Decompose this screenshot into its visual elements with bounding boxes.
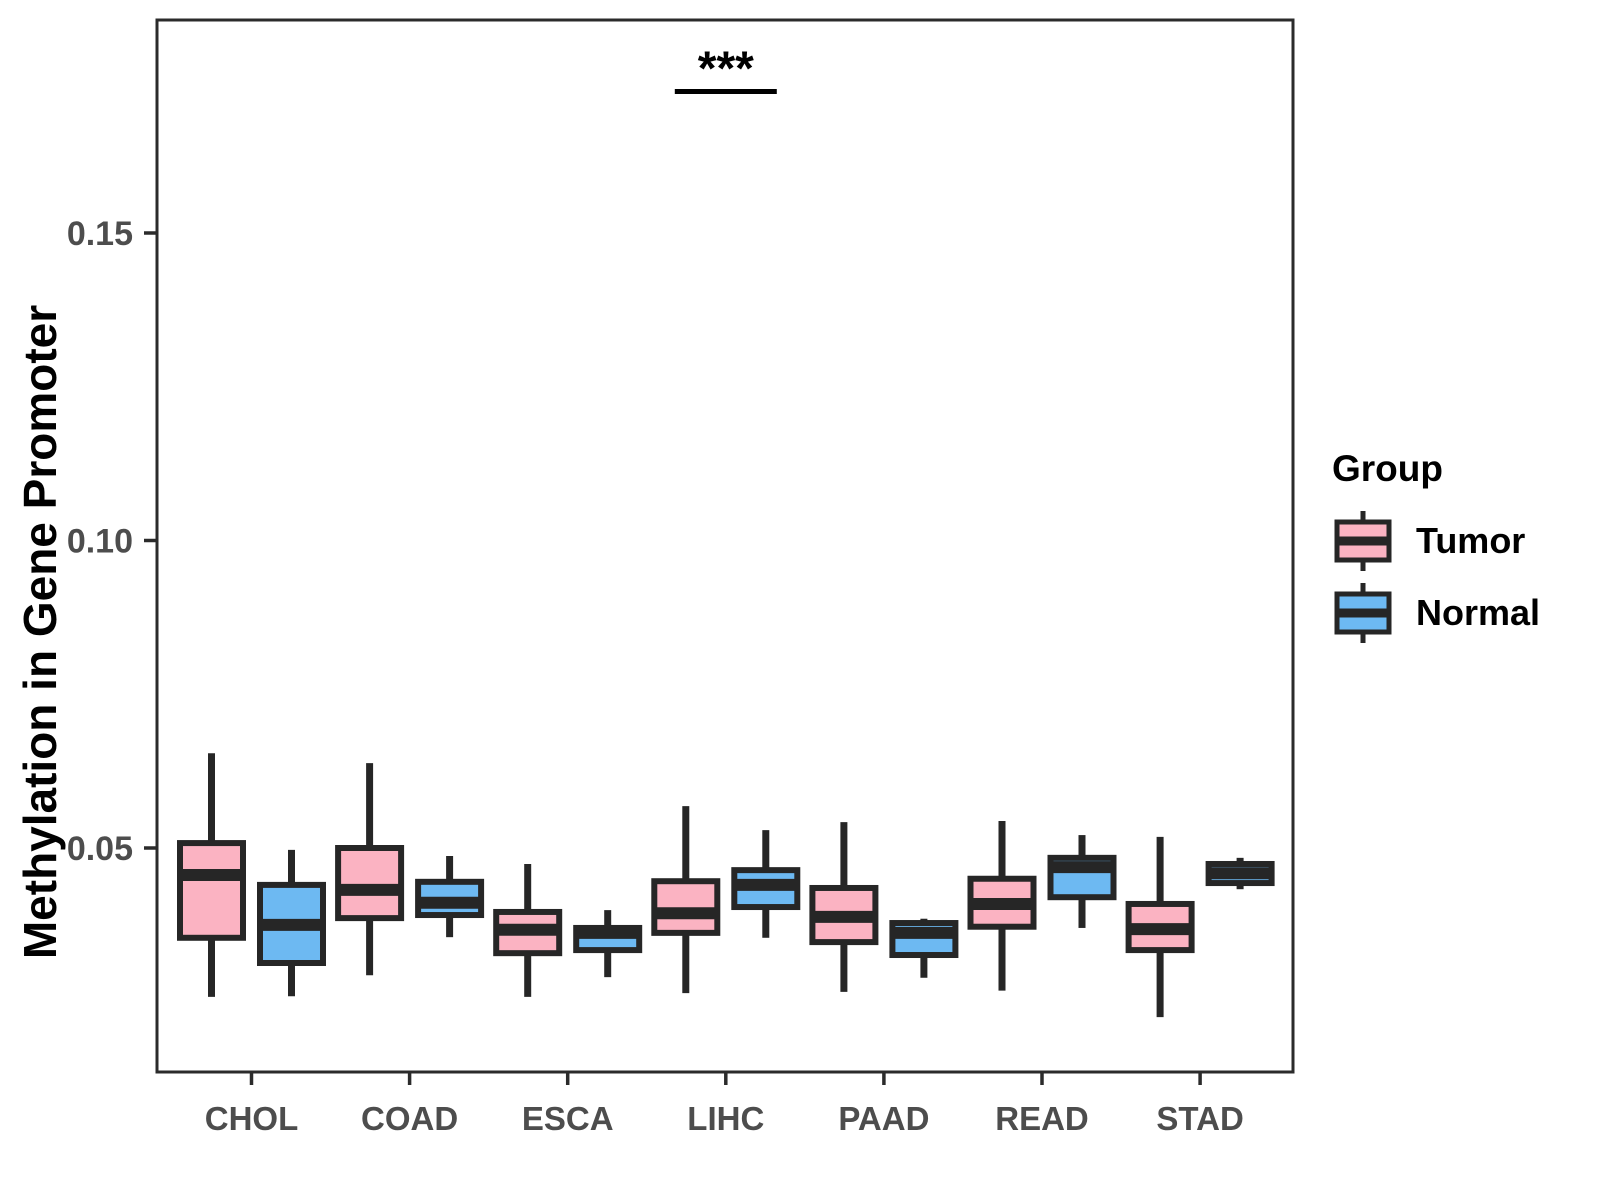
legend: Group Tumor Normal xyxy=(1332,448,1540,652)
y-axis-title: Methylation in Gene Promoter xyxy=(14,304,66,960)
box-LIHC-tumor xyxy=(651,878,721,936)
x-tick-label: PAAD xyxy=(838,1100,929,1137)
panel-border xyxy=(155,18,1295,1074)
x-tick-label: LIHC xyxy=(687,1100,764,1137)
box-CHOL-tumor xyxy=(177,840,246,941)
x-tick-label: CHOL xyxy=(205,1100,299,1137)
legend-entry-normal: Normal xyxy=(1332,580,1540,646)
significance-stars: *** xyxy=(698,43,754,96)
y-tick-label: 0.05 xyxy=(67,830,133,868)
x-tick-label: READ xyxy=(995,1100,1089,1137)
x-tick-label: STAD xyxy=(1156,1100,1243,1137)
normal-boxplot-key-icon xyxy=(1334,583,1392,643)
y-tick-label: 0.15 xyxy=(67,215,133,253)
legend-label-tumor: Tumor xyxy=(1416,520,1526,561)
legend-title: Group xyxy=(1332,448,1443,489)
legend-entry-tumor: Tumor xyxy=(1332,508,1540,574)
legend-label-normal: Normal xyxy=(1416,592,1541,633)
tumor-boxplot-key-icon xyxy=(1334,511,1392,571)
x-tick-label: ESCA xyxy=(522,1100,614,1137)
y-tick-label: 0.10 xyxy=(67,523,133,561)
box-COAD-tumor xyxy=(335,845,405,922)
x-tick-label: COAD xyxy=(361,1100,458,1137)
